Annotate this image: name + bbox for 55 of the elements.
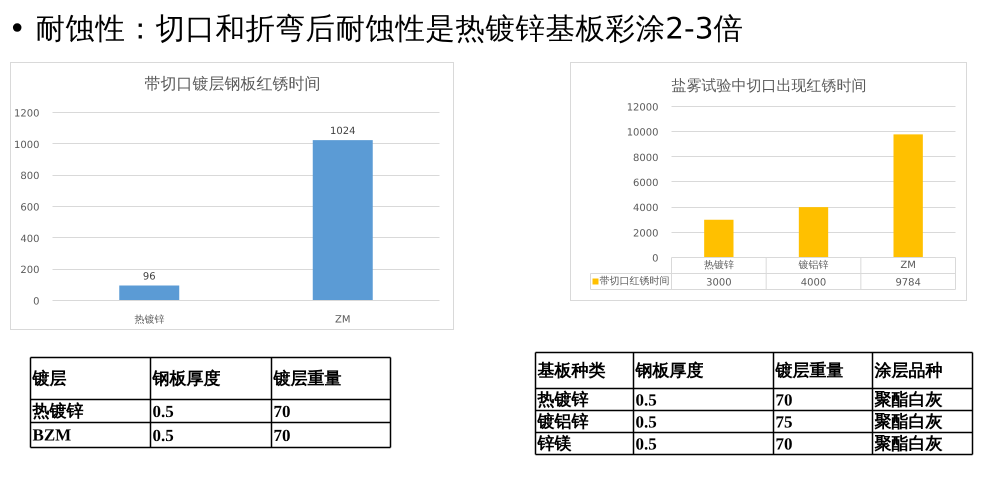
y-tick-label: 600	[20, 202, 40, 214]
data-label: 1024	[330, 126, 356, 138]
text: 70	[776, 390, 792, 410]
y-tick-label: 0	[33, 296, 40, 308]
x-tick-label: ZM	[900, 260, 916, 271]
category-label: 钢板厚度	[152, 369, 220, 388]
text: 0.5	[152, 402, 174, 421]
data-label: 3000	[706, 278, 732, 288]
bar	[893, 134, 923, 258]
text: 聚酯白灰	[874, 412, 944, 431]
y-tick-label: 1200	[14, 108, 40, 120]
text: 镀铝锌	[536, 412, 588, 431]
y-tick-label: 200	[20, 265, 40, 276]
text: 0.5	[636, 412, 657, 432]
category-label: 涂层品种	[874, 361, 942, 380]
x-tick-label: ZM	[335, 314, 350, 326]
x-tick-label: 热镀锌	[704, 259, 734, 271]
x-tick-label: 镀铝锌	[798, 259, 828, 271]
text: 70	[274, 402, 290, 421]
category-label: 基板种类	[536, 361, 606, 380]
data-label: 9784	[895, 278, 921, 288]
bar	[798, 207, 828, 258]
legend-label: 带切口红锈时间	[600, 275, 670, 287]
text: BZM	[32, 426, 72, 444]
text: 0.5	[636, 390, 657, 410]
y-tick-label: 800	[20, 171, 40, 182]
text: 热镀锌	[536, 390, 588, 409]
y-tick-label: 1000	[14, 140, 40, 151]
category-label: 钢板厚度	[634, 361, 704, 380]
data-label: 96	[142, 271, 156, 282]
category-label: 镀层	[32, 369, 66, 388]
text: 锌镁	[536, 434, 572, 453]
category-label: 镀层重量	[272, 369, 342, 388]
text: 75	[776, 412, 792, 432]
chart-title: 带切口镀层钢板红锈时间	[144, 74, 320, 93]
text: 聚酯白灰	[874, 390, 944, 409]
category-label: 镀层重量	[774, 361, 844, 380]
chart-title: 盐雾试验中切口出现红锈时间	[672, 76, 866, 94]
text: 70	[274, 426, 290, 445]
y-tick-label: 0	[652, 254, 659, 264]
y-tick-label: 6000	[633, 178, 659, 189]
y-tick-label: 10000	[626, 128, 658, 139]
y-tick-label: 2000	[633, 228, 659, 240]
y-tick-label: 4000	[633, 203, 659, 214]
y-tick-label: 8000	[633, 152, 659, 164]
y-tick-label: 12000	[626, 102, 658, 114]
y-tick-label: 400	[20, 234, 40, 245]
text: 0.5	[152, 426, 174, 445]
data-label: 4000	[800, 278, 826, 288]
text: • 耐蚀性：切口和折弯后耐蚀性是热镀锌基板彩涂2-3倍	[8, 12, 744, 46]
text: 聚酯白灰	[874, 434, 944, 453]
text: 70	[776, 434, 792, 454]
text: 0.5	[636, 434, 657, 454]
bar	[704, 220, 734, 258]
text: 热镀锌	[32, 402, 84, 420]
